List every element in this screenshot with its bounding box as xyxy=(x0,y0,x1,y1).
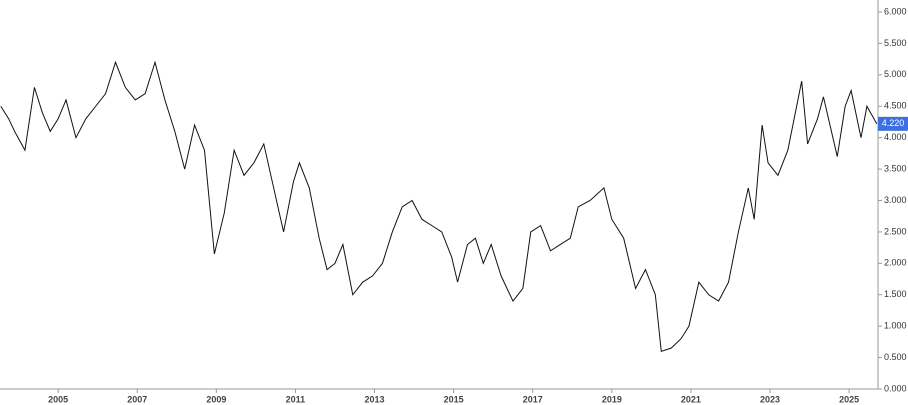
last-value-box xyxy=(878,116,908,131)
y-tick-label: 0.500 xyxy=(884,352,907,362)
x-tick-label xl: 2023 xyxy=(760,394,780,404)
y-tick-label: 1.000 xyxy=(884,321,907,331)
y-tick-label: 5.000 xyxy=(884,69,907,79)
x-tick-label xl: 2017 xyxy=(523,394,543,404)
last-value-label: 4.220 xyxy=(882,118,905,128)
y-tick-label: 4.000 xyxy=(884,132,907,142)
y-tick-label: 3.000 xyxy=(884,195,907,205)
line-series xyxy=(0,60,878,352)
y-tick-label: 2.500 xyxy=(884,226,907,236)
y-tick-label: 0.000 xyxy=(884,383,907,393)
x-tick-label xl: 2021 xyxy=(681,394,701,404)
x-tick-label xl: 2007 xyxy=(127,394,147,404)
y-tick-label: 3.500 xyxy=(884,163,907,173)
y-tick-label: 5.500 xyxy=(884,38,907,48)
x-tick-label xl: 2025 xyxy=(839,394,859,404)
y-tick-label: 4.500 xyxy=(884,101,907,111)
x-tick-label xl: 2019 xyxy=(602,394,622,404)
y-tick-label: 6.000 xyxy=(884,6,907,16)
x-tick-label xl: 2015 xyxy=(444,394,464,404)
x-tick-label xl: 2011 xyxy=(286,394,306,404)
x-tick-label xl: 2009 xyxy=(206,394,226,404)
x-tick-label xl: 2005 xyxy=(48,394,68,404)
x-tick-label xl: 2013 xyxy=(365,394,385,404)
y-tick-label: 2.000 xyxy=(884,258,907,268)
y-tick-label: 1.500 xyxy=(884,289,907,299)
